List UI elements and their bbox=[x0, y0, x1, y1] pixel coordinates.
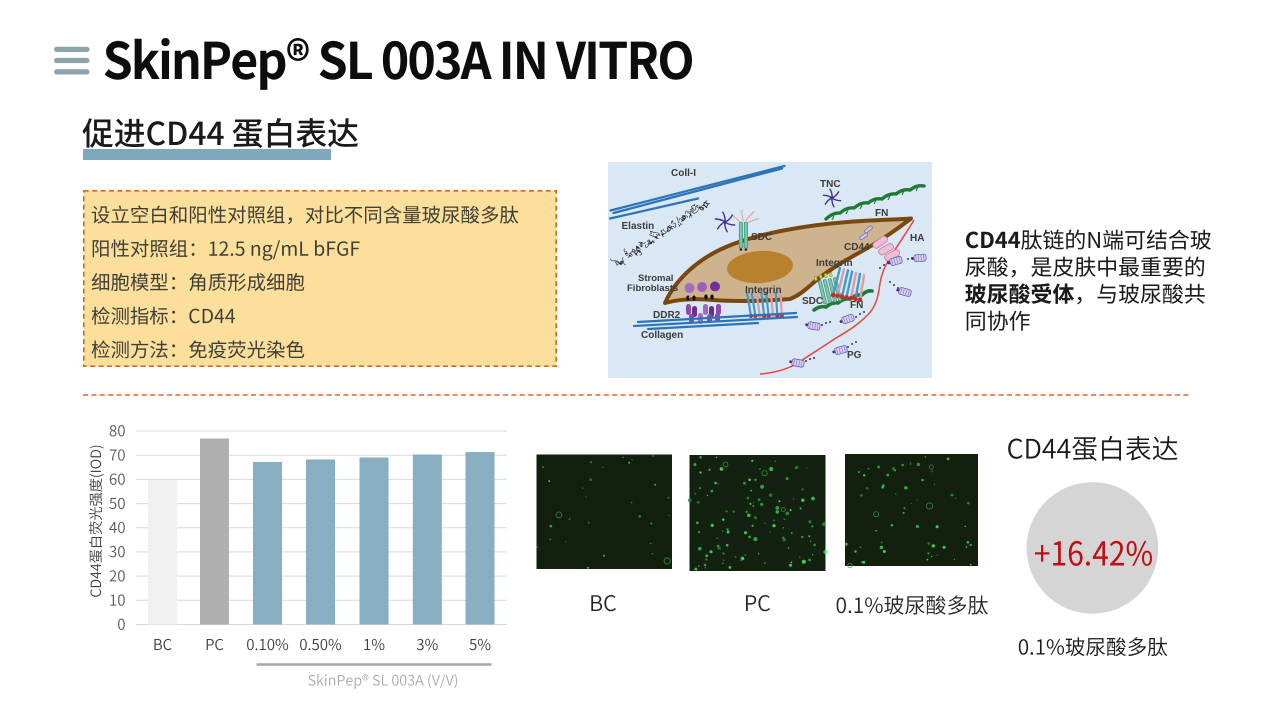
svg-text:Integrin: Integrin bbox=[816, 258, 853, 269]
svg-text:FN: FN bbox=[850, 300, 863, 311]
svg-text:Fibroblasts: Fibroblasts bbox=[627, 283, 678, 294]
svg-text:FN: FN bbox=[875, 208, 888, 219]
svg-text:HA: HA bbox=[910, 233, 924, 244]
svg-text:TNC: TNC bbox=[820, 179, 841, 190]
svg-text:SDC: SDC bbox=[751, 232, 772, 243]
svg-text:CD44: CD44 bbox=[844, 242, 870, 253]
svg-text:DDR2: DDR2 bbox=[653, 310, 681, 321]
svg-text:Elastin: Elastin bbox=[622, 221, 655, 232]
svg-text:PG: PG bbox=[847, 350, 862, 361]
svg-text:SDC: SDC bbox=[802, 296, 823, 307]
svg-text:Integrin: Integrin bbox=[745, 285, 782, 296]
svg-text:Collagen: Collagen bbox=[641, 330, 683, 341]
svg-text:Coll-I: Coll-I bbox=[671, 168, 696, 179]
svg-text:Stromal: Stromal bbox=[638, 273, 673, 284]
